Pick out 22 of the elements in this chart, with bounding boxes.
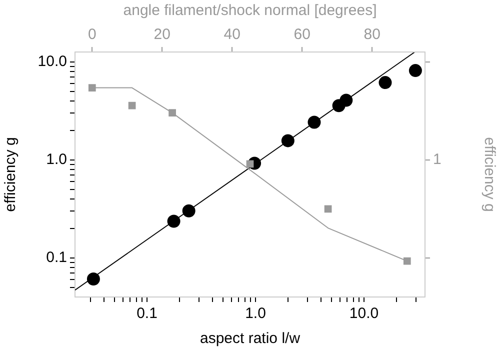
y-tick-label: 10.0 xyxy=(38,52,67,70)
x-tick-label: 80 xyxy=(364,26,380,44)
x-axis-title: angle filament/shock normal [degrees] xyxy=(123,2,377,20)
x-tick-label: 40 xyxy=(224,26,240,44)
x-tick-label: 20 xyxy=(154,26,170,44)
point xyxy=(88,84,96,92)
text: 1 xyxy=(433,151,442,168)
point xyxy=(168,109,176,117)
x-axis-title: aspect ratio l/w xyxy=(200,330,300,348)
y-axis-title: efficiency g xyxy=(480,137,498,212)
x-tick-label: 60 xyxy=(294,26,310,44)
x-tick-label: 0 xyxy=(88,26,96,44)
point xyxy=(246,160,254,168)
point xyxy=(128,102,136,110)
y-tick-label: 0.1 xyxy=(46,249,67,266)
point xyxy=(324,205,332,213)
point xyxy=(403,257,411,265)
y-tick-label: 1.0 xyxy=(46,151,67,168)
y-axis-title: efficiency g xyxy=(2,137,20,212)
x-tick-label: 1.0 xyxy=(245,305,266,322)
x-tick-label: 0.1 xyxy=(136,305,158,322)
x-tick-label: 10.0 xyxy=(349,305,379,322)
